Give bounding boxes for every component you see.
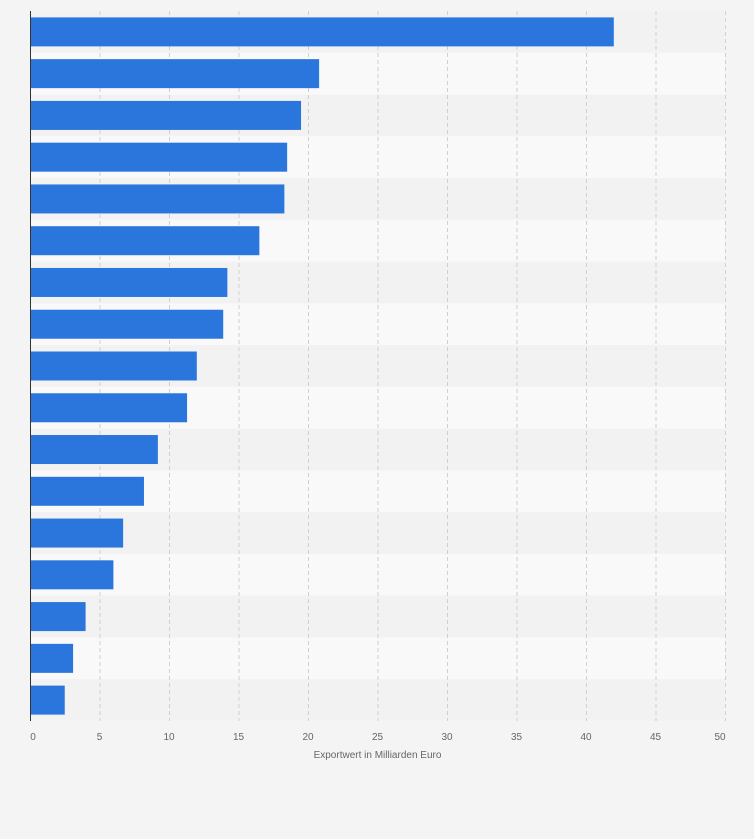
x-tick-label: 20	[302, 732, 314, 743]
x-tick-label: 35	[511, 732, 523, 743]
x-tick-label: 25	[372, 732, 384, 743]
bars	[30, 17, 614, 715]
bar[interactable]	[30, 685, 65, 715]
bar[interactable]	[30, 309, 224, 339]
bar[interactable]	[30, 476, 144, 506]
bar[interactable]	[30, 602, 86, 632]
x-tick-label: 10	[163, 732, 175, 743]
row-band	[30, 470, 725, 513]
bar[interactable]	[30, 267, 228, 297]
bar[interactable]	[30, 17, 614, 47]
x-tick-label: 30	[441, 732, 453, 743]
x-tick-label: 15	[233, 732, 245, 743]
x-tick-label: 45	[650, 732, 662, 743]
x-tick-label: 40	[580, 732, 592, 743]
bar[interactable]	[30, 393, 188, 423]
bar[interactable]	[30, 184, 285, 214]
x-tick-labels: 0 5 10 15 20 25 30 35 40 45 50	[30, 732, 726, 743]
bar[interactable]	[30, 59, 320, 89]
bar[interactable]	[30, 435, 158, 465]
x-tick-label: 50	[714, 732, 726, 743]
bar[interactable]	[30, 518, 124, 548]
bar[interactable]	[30, 560, 114, 590]
x-axis-title: Exportwert in Milliarden Euro	[314, 750, 442, 761]
bar[interactable]	[30, 100, 302, 130]
x-tick-label: 5	[97, 732, 103, 743]
x-tick-label: 0	[30, 732, 36, 743]
bar[interactable]	[30, 142, 288, 172]
bar[interactable]	[30, 643, 74, 673]
bar[interactable]	[30, 351, 197, 381]
gridlines	[99, 11, 726, 721]
bar[interactable]	[30, 226, 260, 256]
